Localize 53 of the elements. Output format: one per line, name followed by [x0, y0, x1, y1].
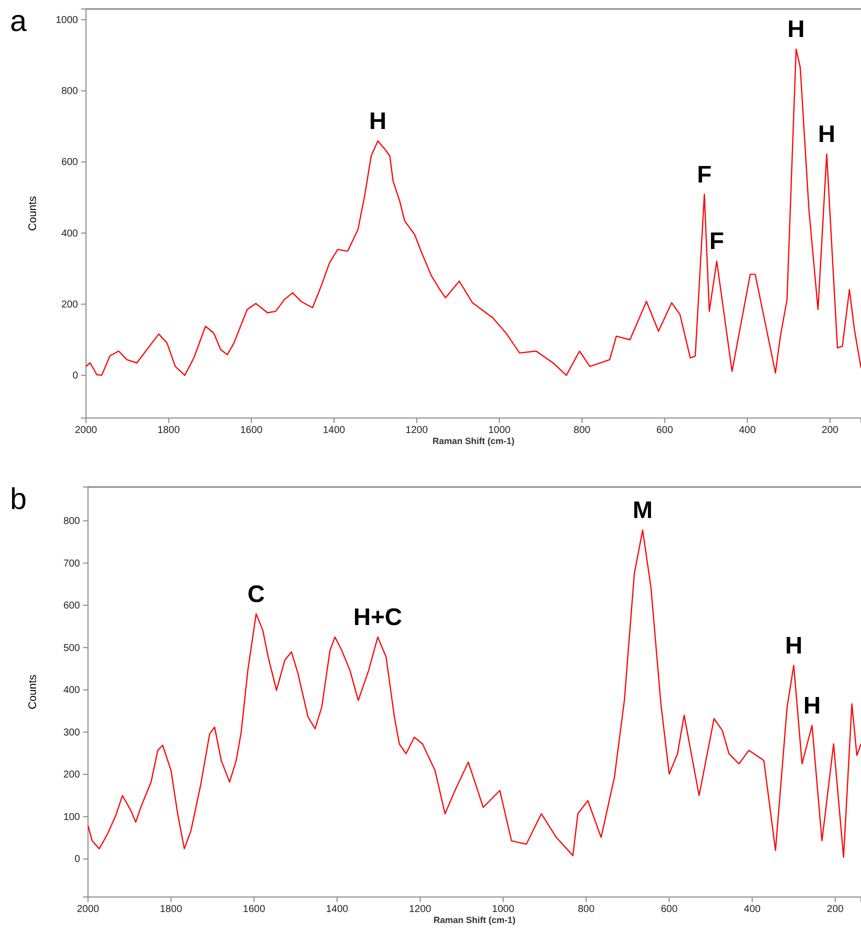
y-tick-label: 700 [63, 558, 80, 570]
x-tick-label: 600 [656, 425, 674, 436]
x-axis-title: Raman Shift (cm-1) [433, 915, 516, 925]
y-tick-label: 200 [63, 770, 80, 781]
x-axis-title: Raman Shift (cm-1) [432, 436, 515, 446]
y-axis-title: Counts [27, 674, 39, 710]
y-tick-label: 400 [63, 685, 80, 696]
x-tick-label: 1800 [158, 425, 180, 436]
x-tick-label: 200 [822, 425, 839, 436]
x-tick-label: 1000 [488, 425, 511, 436]
x-tick-label: 400 [744, 904, 762, 916]
y-tick-label: 600 [61, 157, 78, 168]
y-tick-label: 300 [63, 727, 80, 738]
x-tick-label: 600 [660, 904, 678, 916]
y-axis-title: Counts [27, 196, 39, 231]
line-series [85, 48, 861, 376]
annotation: C [247, 580, 265, 608]
annotation: H [785, 632, 802, 660]
x-tick-label: 1200 [408, 904, 432, 916]
y-tick-label: 100 [63, 812, 80, 823]
annotation: M [632, 497, 653, 524]
line-series [87, 530, 861, 858]
x-tick-label: 2000 [76, 904, 100, 916]
y-tick-label: 200 [61, 299, 78, 310]
x-tick-label: 1800 [160, 904, 183, 916]
chart-title: a [10, 5, 27, 38]
annotation: F [697, 161, 712, 188]
x-tick-label: 1600 [240, 425, 263, 436]
x-tick-label: 1200 [406, 425, 428, 436]
y-tick-label: 0 [72, 370, 78, 382]
x-tick-label: 800 [574, 425, 591, 436]
annotation: H [787, 16, 805, 44]
y-tick-label: 1000 [56, 14, 78, 26]
annotation: H [369, 108, 386, 135]
annotation: H [803, 692, 821, 720]
x-tick-label: 400 [738, 425, 756, 436]
y-tick-label: 400 [61, 228, 78, 240]
x-tick-label: 800 [578, 904, 595, 916]
chart-title: b [10, 483, 27, 516]
x-tick-label: 1400 [322, 425, 346, 436]
annotation: H [818, 121, 836, 148]
annotation: H+C [353, 604, 402, 632]
y-tick-label: 800 [61, 86, 78, 97]
x-tick-label: 1600 [242, 904, 266, 916]
y-tick-label: 0 [74, 854, 80, 866]
y-tick-label: 600 [63, 600, 80, 612]
annotation: F [709, 228, 724, 256]
x-tick-label: 1000 [492, 904, 515, 916]
y-tick-label: 800 [63, 516, 80, 528]
x-tick-label: 1400 [326, 904, 349, 916]
y-tick-label: 500 [63, 642, 80, 654]
x-tick-label: 200 [826, 904, 844, 916]
x-tick-label: 2000 [74, 425, 98, 436]
